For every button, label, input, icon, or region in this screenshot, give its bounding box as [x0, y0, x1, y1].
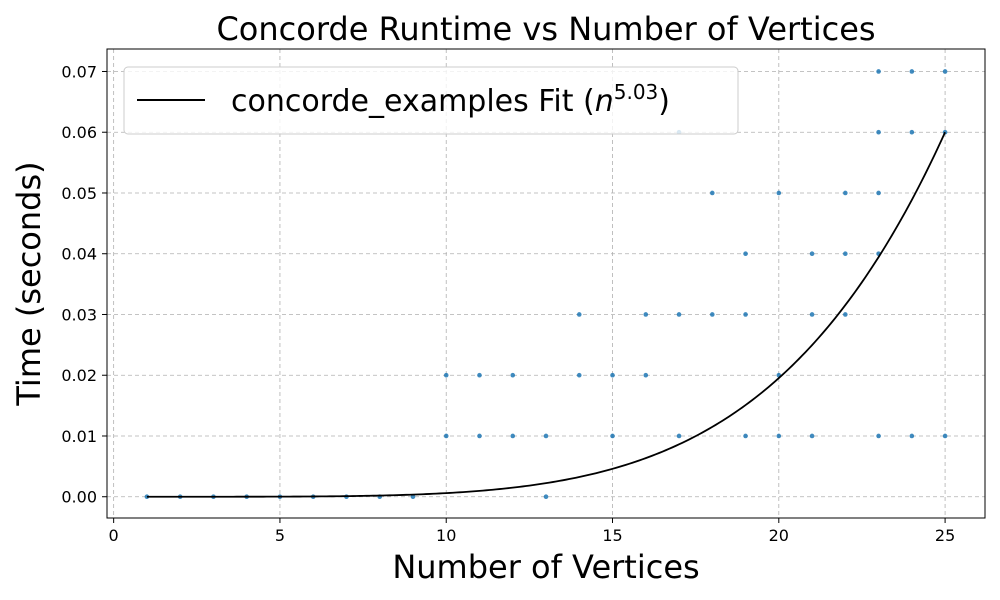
data-point	[477, 372, 482, 378]
legend: concorde_examples Fit (n5.03)	[123, 66, 739, 135]
scatter-points	[144, 69, 948, 500]
data-point	[909, 433, 915, 439]
legend-label-exponent: 5.03	[614, 80, 659, 104]
data-point	[843, 312, 848, 317]
fit-curve	[146, 131, 946, 498]
data-point	[942, 69, 948, 74]
legend-label-suffix: )	[658, 84, 670, 119]
data-point	[743, 433, 748, 439]
data-point	[576, 372, 582, 378]
y-tick-label: 0.07	[61, 62, 97, 81]
data-point	[942, 433, 948, 439]
data-point	[809, 251, 815, 257]
data-point	[876, 129, 881, 135]
chart-title: Concorde Runtime vs Number of Vertices	[216, 10, 875, 48]
data-point	[576, 312, 582, 317]
y-tick-label: 0.05	[61, 184, 97, 203]
data-point	[909, 129, 915, 135]
plot-frame	[106, 48, 986, 519]
y-tick-label: 0.03	[61, 305, 97, 324]
y-tick-label: 0.00	[61, 488, 97, 507]
data-point	[776, 190, 782, 196]
data-point	[610, 372, 615, 378]
data-point	[743, 251, 748, 257]
data-point	[477, 433, 482, 439]
data-point	[709, 190, 715, 196]
data-point	[510, 433, 516, 439]
x-tick-label: 5	[275, 526, 285, 545]
data-point	[843, 251, 848, 257]
data-point	[909, 69, 915, 74]
legend-label-prefix: concorde_examples Fit (	[231, 84, 595, 119]
data-point	[743, 312, 748, 317]
x-tick-label: 20	[769, 526, 789, 545]
data-point	[776, 433, 782, 439]
x-tick-label: 25	[935, 526, 955, 545]
data-point	[676, 433, 682, 439]
data-point	[643, 312, 649, 317]
data-point	[809, 433, 815, 439]
legend-label: concorde_examples Fit (n5.03)	[231, 80, 670, 119]
data-point	[843, 190, 848, 196]
legend-box	[123, 66, 739, 135]
data-point	[809, 312, 815, 317]
y-tick-label: 0.04	[61, 245, 97, 264]
data-point	[543, 494, 549, 500]
data-point	[443, 372, 449, 378]
legend-label-var: n	[595, 84, 614, 119]
axis-ticks: 0 5 10 15 20 25 0.00 0.01 0.02 0.03 0.04 0.05 0.06 0.…	[61, 62, 955, 545]
data-point	[643, 372, 649, 378]
fit-curve-group	[146, 131, 946, 498]
x-tick-label: 10	[436, 526, 456, 545]
data-point	[510, 372, 516, 378]
x-axis-title: Number of Vertices	[392, 548, 699, 586]
data-point	[676, 312, 682, 317]
data-point	[443, 433, 449, 439]
data-point	[876, 190, 881, 196]
x-tick-label: 15	[602, 526, 622, 545]
y-tick-label: 0.01	[61, 427, 97, 446]
y-axis-title: Time (seconds)	[10, 161, 48, 406]
data-point	[610, 433, 615, 439]
data-point	[144, 494, 150, 500]
data-point	[876, 69, 881, 74]
y-tick-label: 0.02	[61, 366, 97, 385]
data-point	[709, 312, 715, 317]
data-point	[876, 433, 881, 439]
data-point	[543, 433, 549, 439]
y-tick-label: 0.06	[61, 123, 97, 142]
x-tick-label: 0	[109, 526, 119, 545]
data-point	[410, 494, 416, 500]
